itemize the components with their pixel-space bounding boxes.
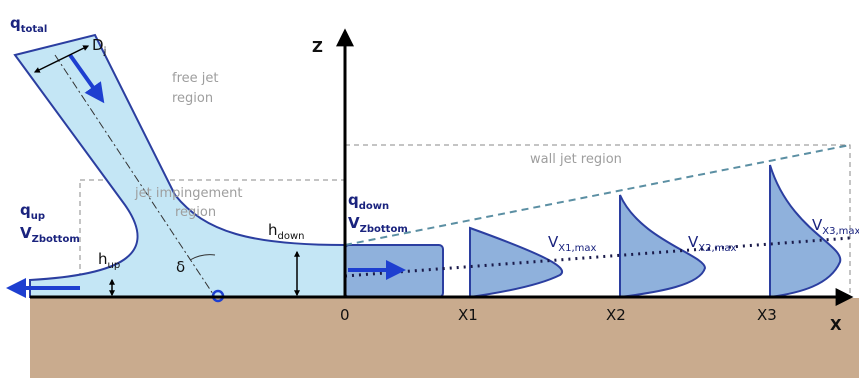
label: qup [20,201,45,222]
label: free jet [172,71,218,86]
tick-label: X2 [606,306,626,324]
layout [10,32,859,378]
axis-label: X [830,316,842,334]
label: qdown [348,191,389,212]
ground [30,298,859,378]
axis-label: Z [312,38,323,56]
tick-label: X1 [458,306,478,324]
label: Dj [92,36,106,57]
label: wall jet region [530,152,622,167]
diagram: qtotal Dj free jet region Z wall jet reg… [0,0,859,378]
label: VZbottom [20,224,80,245]
label: region [172,91,213,106]
label: VX2,max [688,233,737,254]
label: qtotal [10,14,47,35]
tick-label: 0 [340,306,350,324]
label: hup [98,250,120,271]
tick-label: X3 [757,306,777,324]
label: hdown [268,221,305,242]
label: jet impingement [134,186,242,201]
label: VX3,max [812,216,859,237]
label: δ [176,258,185,276]
label: VX1,max [548,233,597,254]
label: region [175,205,216,220]
label: VZbottom [348,214,408,235]
